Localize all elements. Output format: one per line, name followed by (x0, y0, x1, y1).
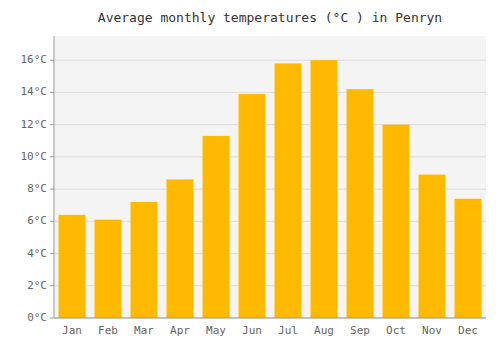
x-tick-label: Oct (386, 324, 406, 337)
grid-line (54, 124, 486, 125)
x-tick-label: Jul (278, 324, 298, 337)
grid (54, 60, 486, 318)
x-tick-label: Aug (314, 324, 334, 337)
bar (383, 125, 410, 318)
bar (167, 179, 194, 318)
x-tick-label: Dec (458, 324, 478, 337)
x-tick-label: Feb (98, 324, 118, 337)
x-tick-label: May (206, 324, 226, 337)
grid-line (54, 60, 486, 61)
y-tick (50, 124, 54, 125)
bar (95, 220, 122, 318)
bar (275, 63, 302, 318)
bar (59, 215, 86, 318)
y-tick (50, 60, 54, 61)
grid-line (54, 318, 486, 319)
y-tick (50, 221, 54, 222)
y-tick-label: 16°C (21, 53, 48, 66)
x-tick-label: Nov (422, 324, 442, 337)
y-tick (50, 189, 54, 190)
y-tick-label: 8°C (27, 182, 47, 195)
y-tick-label: 0°C (27, 311, 47, 324)
y-axis: 0°C 2°C 4°C 6°C 8°C 10°C 12°C 14°C 16°C (21, 36, 55, 324)
y-tick-label: 14°C (21, 85, 48, 98)
x-axis-line (54, 318, 486, 319)
y-tick (50, 285, 54, 286)
y-tick (50, 253, 54, 254)
chart-svg: 0°C 2°C 4°C 6°C 8°C 10°C 12°C 14°C 16°C Jan Feb Mar… (0, 0, 500, 350)
title: Average monthly temperatures (°C ) in Pe… (98, 10, 442, 25)
y-tick-label: 12°C (21, 118, 48, 131)
y-axis-line (54, 36, 55, 318)
y-tick-label: 6°C (27, 214, 47, 227)
y-tick-label: 4°C (27, 247, 47, 260)
x-axis: Jan Feb Mar Apr May Jun Jul Aug Sep Oct Nov Dec (54, 318, 486, 337)
bar (131, 202, 158, 318)
x-tick-label: Sep (350, 324, 370, 337)
x-tick-label: Jan (62, 324, 82, 337)
x-tick-label: Apr (170, 324, 190, 337)
grid-line (54, 92, 486, 93)
y-tick-label: 10°C (21, 150, 48, 163)
bar (419, 175, 446, 318)
y-tick-label: 2°C (27, 279, 47, 292)
bar (311, 60, 338, 318)
y-tick (50, 318, 54, 319)
bar (203, 136, 230, 318)
bar (239, 94, 266, 318)
x-tick-label: Mar (134, 324, 154, 337)
bar (455, 199, 482, 318)
y-tick (50, 156, 54, 157)
grid-line (54, 156, 486, 157)
bars (59, 60, 482, 318)
chart-container: 0°C 2°C 4°C 6°C 8°C 10°C 12°C 14°C 16°C Jan Feb Mar… (0, 0, 500, 350)
bar (347, 89, 374, 318)
plot-background (54, 36, 486, 318)
x-tick-label: Jun (242, 324, 262, 337)
y-tick (50, 92, 54, 93)
